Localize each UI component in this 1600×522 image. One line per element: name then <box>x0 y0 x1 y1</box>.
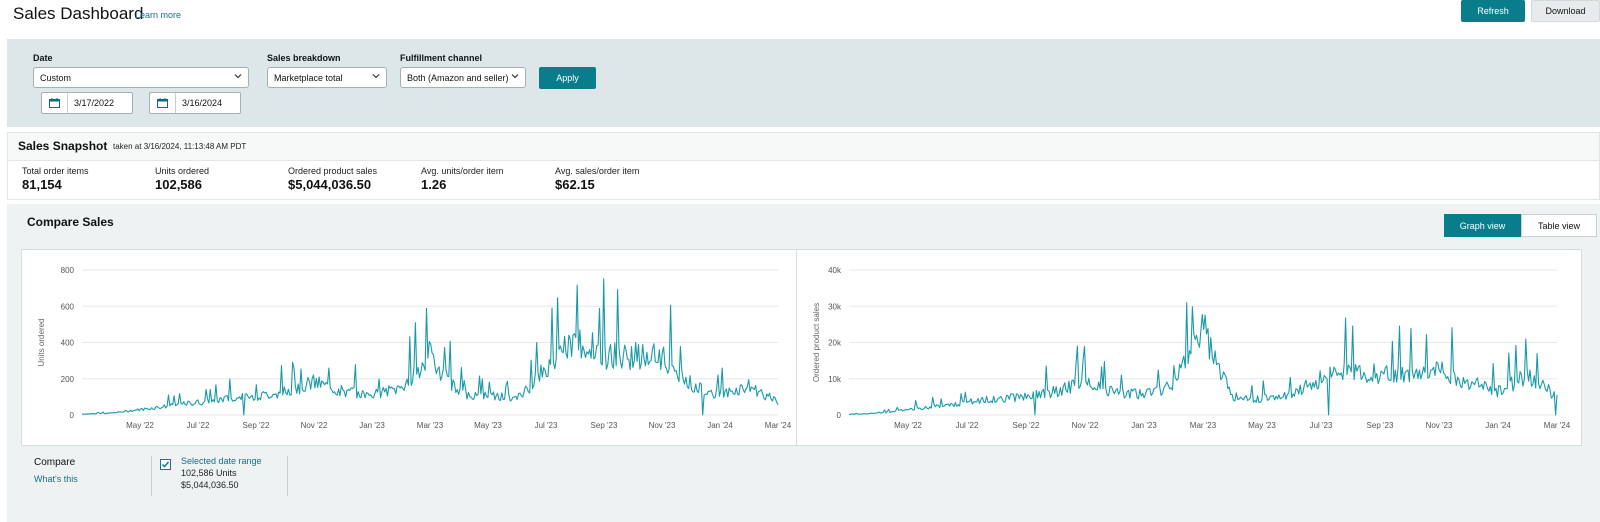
ordered-product-sales-chart: 0 10k 20k 30k 40k Ordered product sales May '2… <box>796 249 1582 446</box>
ordered-product-sales-chart-svg: 0 10k 20k 30k 40k Ordered product sales May '2… <box>812 266 1571 430</box>
date-label: Date <box>33 53 53 63</box>
series-line <box>81 278 779 416</box>
fulfillment-channel-select[interactable]: Both (Amazon and seller) <box>400 67 526 88</box>
x-tick-label: Nov '22 <box>1072 421 1099 430</box>
x-tick-label: Mar '23 <box>417 421 444 430</box>
calendar-icon <box>42 93 68 113</box>
metric-label: Ordered product sales <box>288 166 378 176</box>
whats-this-link[interactable]: What's this <box>34 474 78 484</box>
selected-range-sales: $5,044,036.50 <box>181 480 239 490</box>
metric-ordered-product-sales: Ordered product sales $5,044,036.50 <box>288 166 377 192</box>
y-tick-label: 0 <box>837 411 842 420</box>
x-tick-label: May '22 <box>894 421 922 430</box>
y-axis-label: Units ordered <box>37 318 46 366</box>
x-tick-label: Sep '23 <box>591 421 618 430</box>
date-select[interactable]: Custom <box>33 67 249 88</box>
compare-sales-panel: Compare Sales Graph view Table view 0 200… <box>7 204 1600 522</box>
chevron-down-icon <box>372 74 380 79</box>
snapshot-timestamp: taken at 3/16/2024, 11:13:48 AM PDT <box>113 142 247 151</box>
x-tick-label: Nov '23 <box>649 421 676 430</box>
x-tick-label: Jul '23 <box>1310 421 1333 430</box>
filter-panel: Date Custom 3/17/2022 3/16/2024 Sales br… <box>7 39 1600 127</box>
metric-total-order-items: Total order items 81,154 <box>22 166 89 192</box>
x-tick-label: Sep '22 <box>243 421 270 430</box>
fulfillment-channel-label: Fulfillment channel <box>400 53 483 63</box>
x-tick-label: Mar '24 <box>1544 421 1571 430</box>
x-tick-label: Sep '23 <box>1367 421 1394 430</box>
sales-breakdown-select[interactable]: Marketplace total <box>267 67 387 88</box>
metric-value: 102,586 <box>155 177 202 192</box>
metric-value: 81,154 <box>22 177 62 192</box>
snapshot-title: Sales Snapshot <box>18 139 108 153</box>
x-tick-label: Jul '22 <box>956 421 979 430</box>
fulfillment-channel-value: Both (Amazon and seller) <box>407 73 509 83</box>
top-bar: Sales Dashboard Learn more Refresh Downl… <box>0 0 1600 38</box>
divider <box>287 456 288 496</box>
metric-avg-sales-per-order-item: Avg. sales/order item $62.15 <box>555 166 639 192</box>
y-tick-label: 20k <box>828 339 842 348</box>
x-tick-label: Mar '23 <box>1190 421 1217 430</box>
y-tick-label: 400 <box>61 339 75 348</box>
learn-more-link[interactable]: Learn more <box>135 10 182 20</box>
x-tick-label: Jan '24 <box>1485 421 1511 430</box>
metric-label: Units ordered <box>155 166 210 176</box>
divider <box>151 456 152 496</box>
y-tick-label: 600 <box>61 302 75 311</box>
y-tick-label: 40k <box>828 266 842 275</box>
y-tick-label: 10k <box>828 375 842 384</box>
apply-button[interactable]: Apply <box>539 67 596 89</box>
x-tick-label: Mar '24 <box>765 421 792 430</box>
selected-range-units: 102,586 Units <box>181 468 237 478</box>
x-tick-label: Jan '23 <box>359 421 385 430</box>
x-tick-label: Jul '22 <box>187 421 210 430</box>
chevron-down-icon <box>511 74 519 79</box>
start-date-value: 3/17/2022 <box>74 98 115 108</box>
metric-label: Avg. units/order item <box>421 166 504 176</box>
page-title: Sales Dashboard <box>13 4 144 23</box>
metric-value: $5,044,036.50 <box>288 177 372 192</box>
metric-value: 1.26 <box>421 177 447 192</box>
metric-units-ordered: Units ordered 102,586 <box>155 166 209 192</box>
series-line <box>848 302 1558 416</box>
start-date-field[interactable]: 3/17/2022 <box>41 92 133 114</box>
sales-breakdown-value: Marketplace total <box>274 73 343 83</box>
y-axis-label: Ordered product sales <box>812 303 821 382</box>
download-button[interactable]: Download <box>1531 0 1600 22</box>
y-tick-label: 0 <box>70 411 75 420</box>
x-tick-label: Nov '22 <box>301 421 328 430</box>
selected-range-label[interactable]: Selected date range <box>181 456 262 466</box>
x-tick-label: Sep '22 <box>1013 421 1040 430</box>
checkmark-icon <box>161 461 170 468</box>
chevron-down-icon <box>234 74 242 79</box>
calendar-icon <box>150 93 176 113</box>
table-view-button[interactable]: Table view <box>1521 214 1597 237</box>
sales-breakdown-label: Sales breakdown <box>267 53 341 63</box>
date-select-value: Custom <box>40 73 72 83</box>
metric-value: $62.15 <box>555 177 595 192</box>
compare-sales-title: Compare Sales <box>27 215 114 229</box>
x-tick-label: May '22 <box>126 421 154 430</box>
refresh-button[interactable]: Refresh <box>1461 0 1525 22</box>
end-date-field[interactable]: 3/16/2024 <box>149 92 241 114</box>
y-tick-label: 800 <box>61 266 75 275</box>
x-tick-label: Jan '24 <box>707 421 733 430</box>
selected-range-checkbox[interactable] <box>160 459 171 470</box>
snapshot-header: Sales Snapshot taken at 3/16/2024, 11:13… <box>8 133 1599 161</box>
x-tick-label: Jul '23 <box>535 421 558 430</box>
x-tick-label: Jan '23 <box>1131 421 1157 430</box>
metric-avg-units-per-order-item: Avg. units/order item 1.26 <box>421 166 503 192</box>
units-ordered-chart: 0 200 400 600 800 Units ordered May '22 Jul '22… <box>21 249 797 446</box>
y-tick-label: 30k <box>828 302 842 311</box>
graph-view-button[interactable]: Graph view <box>1444 214 1521 237</box>
x-tick-label: May '23 <box>1248 421 1276 430</box>
x-tick-label: May '23 <box>474 421 502 430</box>
end-date-value: 3/16/2024 <box>182 98 223 108</box>
sales-snapshot: Sales Snapshot taken at 3/16/2024, 11:13… <box>7 132 1600 200</box>
metric-label: Total order items <box>22 166 89 176</box>
x-tick-label: Nov '23 <box>1426 421 1453 430</box>
metric-label: Avg. sales/order item <box>555 166 640 176</box>
y-tick-label: 200 <box>61 375 75 384</box>
compare-label: Compare <box>34 457 76 468</box>
units-ordered-chart-svg: 0 200 400 600 800 Units ordered May '22 Jul '22… <box>37 266 792 430</box>
